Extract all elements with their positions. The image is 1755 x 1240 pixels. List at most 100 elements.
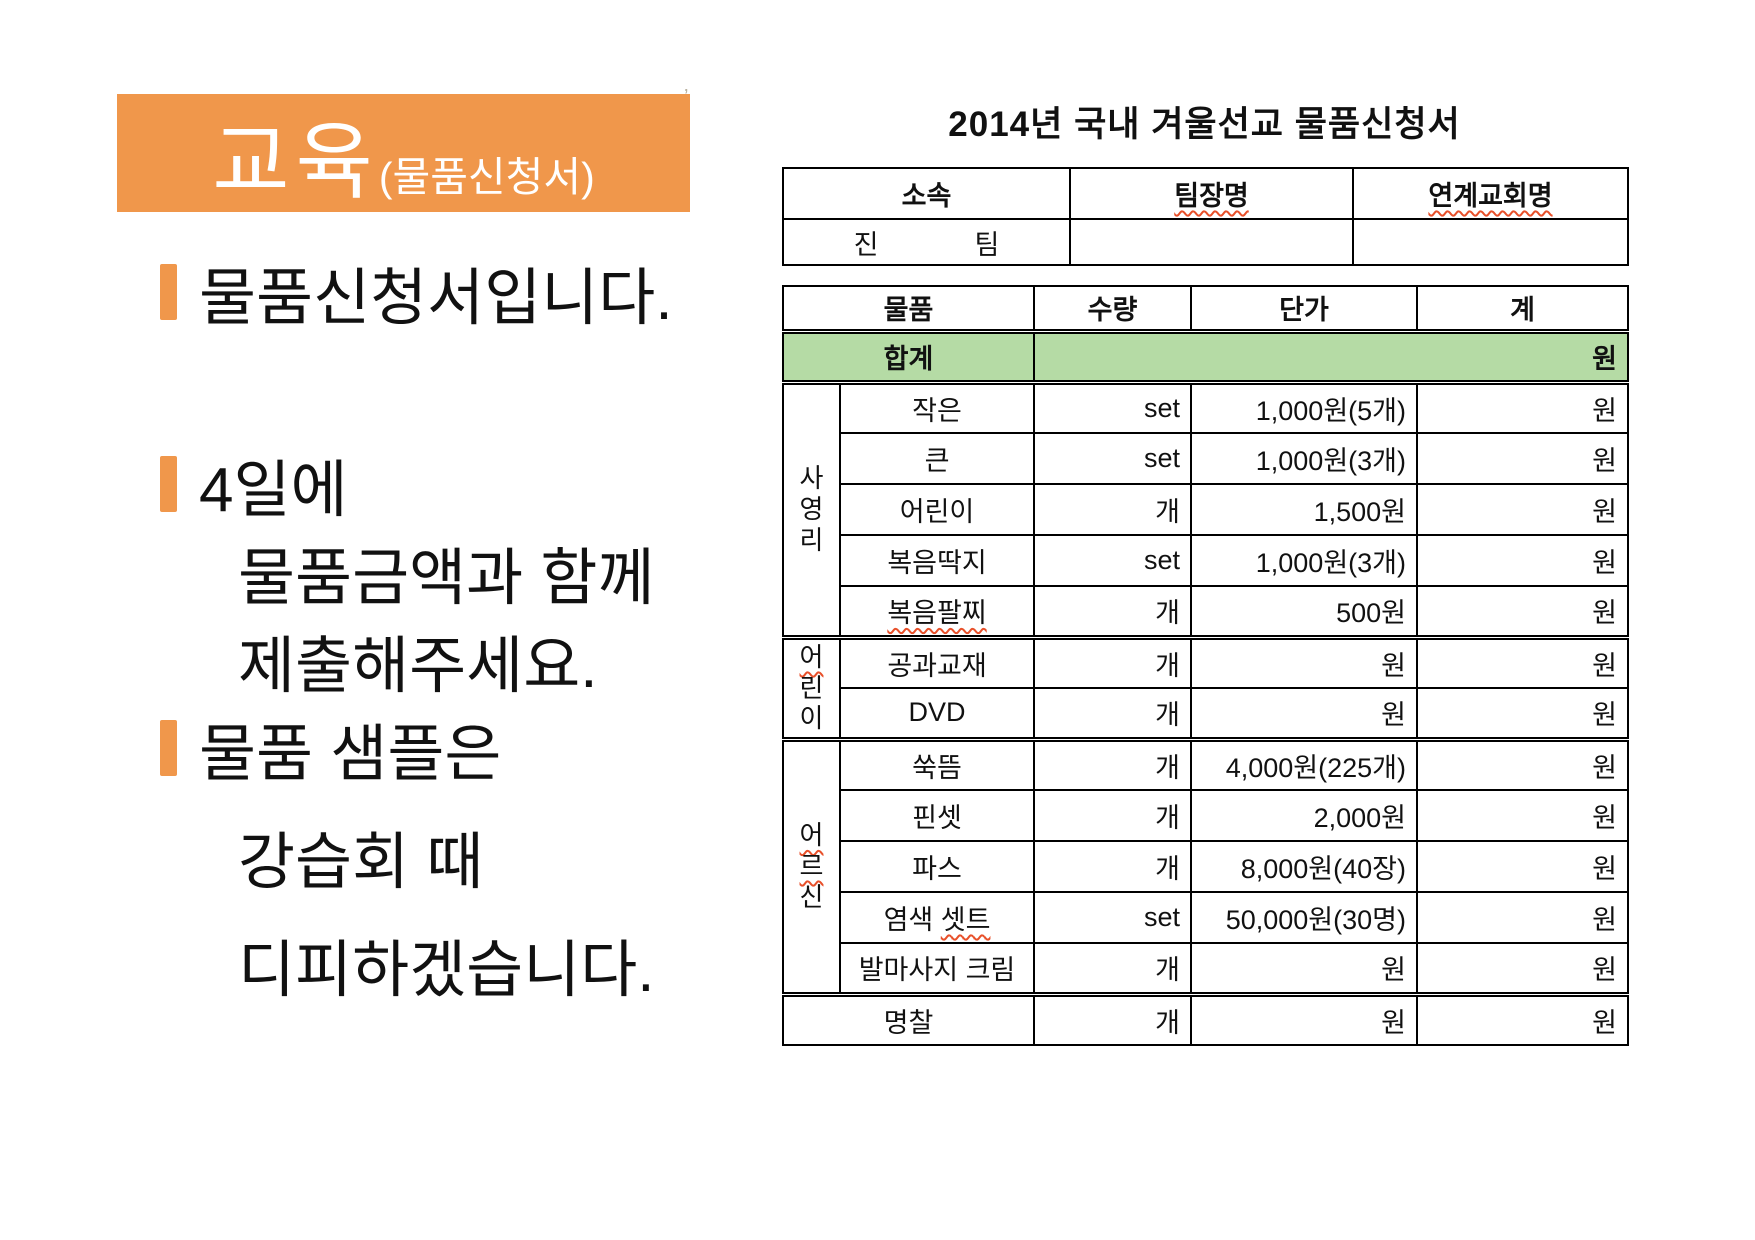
item-qty-cell: 개 — [1033, 687, 1192, 740]
item-qty-cell: 개 — [1033, 942, 1192, 995]
group-label-char: 르 — [799, 851, 824, 882]
group-label-char: 이 — [799, 703, 824, 734]
bullet-marker — [160, 720, 177, 776]
info-header-cell: 연계교회명 — [1352, 167, 1629, 220]
slide-subtitle: (물품신청서) — [378, 154, 595, 200]
stray-mark: ’ — [684, 86, 689, 108]
item-price-cell: 50,000원(30명) — [1190, 891, 1418, 944]
bullet-text: 물품신청서입니다. — [199, 264, 673, 333]
bullet-line: 디피하겠습니다. — [160, 920, 800, 1008]
item-name-cell: 작은 — [839, 381, 1035, 434]
group-label-char: 영 — [799, 494, 824, 525]
info-header-label: 연계교회명 — [1428, 181, 1553, 211]
item-qty-cell: set — [1033, 891, 1192, 944]
total-row: 합계 원 — [782, 328, 1629, 385]
bullet-line: 제출해주세요. — [160, 616, 800, 704]
slide-title: 교육 — [212, 115, 379, 209]
group-label-char: 리 — [799, 524, 824, 555]
bullet-text: 4일에 — [199, 456, 348, 525]
info-header-label: 소속 — [901, 181, 952, 211]
item-name-cell: 염색 셋트 — [839, 891, 1035, 944]
items-table-header-row: 물품 수량 단가 계 — [782, 285, 1629, 332]
bullet-text: 강습회 때 — [238, 828, 484, 897]
footer-total-cell: 원 — [1416, 991, 1629, 1046]
item-qty-cell: set — [1033, 534, 1192, 587]
item-row: 염색 셋트 set 50,000원(30명) 원 — [783, 891, 1629, 944]
affiliation-right: 팀 — [974, 229, 1000, 260]
item-qty-cell: 개 — [1033, 789, 1192, 842]
item-total-cell: 원 — [1416, 534, 1629, 587]
item-name: 작은 — [912, 395, 962, 426]
item-row: 복음딱지 set 1,000원(3개) 원 — [783, 534, 1629, 587]
bullet-line: 강습회 때 — [160, 812, 800, 900]
item-total-cell: 원 — [1416, 736, 1629, 791]
info-table: 소속 팀장명 연계교회명 진 팀 — [782, 167, 1629, 266]
item-name: 염색 셋트 — [883, 905, 991, 935]
item-qty-cell: 개 — [1033, 585, 1192, 638]
item-price-cell: 1,000원(5개) — [1190, 381, 1418, 434]
item-price-cell: 2,000원 — [1190, 789, 1418, 842]
info-header-cell: 소속 — [782, 167, 1071, 220]
bullet-text: 디피하겠습니다. — [238, 936, 655, 1005]
item-row: 파스 개 8,000원(40장) 원 — [783, 840, 1629, 893]
bullet-line: 물품금액과 함께 — [160, 528, 800, 616]
item-name: 쑥뜸 — [912, 752, 962, 783]
bullet-marker — [160, 264, 177, 320]
item-name: DVD — [908, 697, 966, 728]
info-table-header-row: 소속 팀장명 연계교회명 — [782, 167, 1629, 220]
item-total-cell: 원 — [1416, 687, 1629, 740]
item-name: 핀셋 — [912, 803, 962, 833]
bullet-text: 제출해주세요. — [238, 632, 598, 701]
item-total-cell: 원 — [1416, 891, 1629, 944]
item-name-misspelled-part: 셋트 — [940, 905, 991, 935]
item-name-cell: 공과교재 — [839, 634, 1035, 689]
item-row: 큰 set 1,000원(3개) 원 — [783, 432, 1629, 485]
item-row: 발마사지 크림 개 원 원 — [783, 942, 1629, 995]
item-row: 사 영 리 작은 set 1,000원(5개) 원 — [782, 381, 1629, 638]
item-name-cell: 핀셋 — [839, 789, 1035, 842]
item-row: 어 린 이 공과교재 개 원 원 — [782, 634, 1629, 740]
items-header-cell: 물품 — [782, 285, 1035, 332]
footer-price-cell: 원 — [1190, 991, 1418, 1046]
item-price-cell: 4,000원(225개) — [1190, 736, 1418, 791]
group-label-char: 어 — [799, 820, 824, 851]
item-qty-cell: 개 — [1033, 736, 1192, 791]
item-name-cell: 어린이 — [839, 483, 1035, 536]
group-label-char: 어 — [799, 641, 824, 672]
items-header-cell: 계 — [1416, 285, 1629, 332]
item-qty-cell: 개 — [1033, 483, 1192, 536]
order-form: 2014년 국내 겨울선교 물품신청서 소속 팀장명 연계교회명 진 팀 — [782, 96, 1629, 1046]
item-total-cell: 원 — [1416, 432, 1629, 485]
item-row: 핀셋 개 2,000원 원 — [783, 789, 1629, 842]
total-value-cell: 원 — [1033, 328, 1629, 385]
item-row: 어 르 신 쑥뜸 개 4,000원(225개) 원 — [782, 736, 1629, 995]
item-qty-cell: set — [1033, 381, 1192, 434]
bullet-line: 물품 샘플은 — [160, 704, 800, 792]
item-row: DVD 개 원 원 — [783, 687, 1629, 740]
item-price-cell: 8,000원(40장) — [1190, 840, 1418, 893]
item-total-cell: 원 — [1416, 840, 1629, 893]
item-total-cell: 원 — [1416, 585, 1629, 638]
item-name: 발마사지 크림 — [858, 955, 1016, 986]
item-total-cell: 원 — [1416, 942, 1629, 995]
bullet-line: 4일에 — [160, 440, 800, 528]
form-title: 2014년 국내 겨울선교 물품신청서 — [948, 105, 1461, 144]
item-price-cell: 1,500원 — [1190, 483, 1418, 536]
item-total-cell: 원 — [1416, 789, 1629, 842]
item-qty-cell: 개 — [1033, 634, 1192, 689]
leader-name-cell — [1069, 218, 1354, 266]
items-table: 물품 수량 단가 계 합계 원 사 영 리 작은 set 1,000원(5개) 원 큰 set 1,000원… — [782, 285, 1629, 1046]
item-qty-cell: 개 — [1033, 840, 1192, 893]
item-price-cell: 1,000원(3개) — [1190, 534, 1418, 587]
group-label-char: 사 — [799, 463, 824, 494]
info-header-label: 팀장명 — [1174, 181, 1249, 211]
footer-name-cell: 명찰 — [782, 991, 1035, 1046]
item-price-cell: 원 — [1190, 942, 1418, 995]
slide-title-box: 교육 (물품신청서) — [117, 94, 690, 212]
item-name-cell: 쑥뜸 — [839, 736, 1035, 791]
